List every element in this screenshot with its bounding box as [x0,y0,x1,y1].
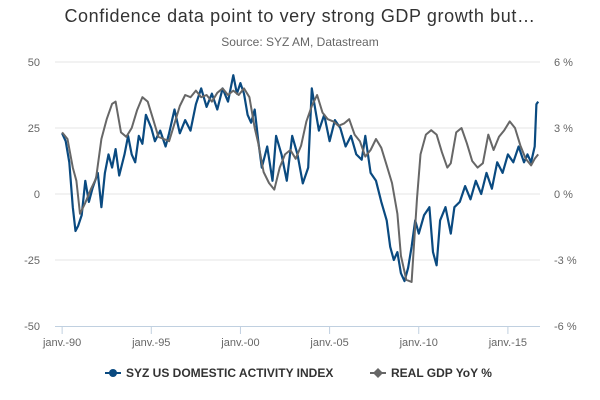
series-lines [61,74,540,283]
legend-diamond-marker [373,368,383,378]
series-line-activity-index [61,74,540,283]
y-left-tick-label: 50 [28,57,40,69]
x-tick-label: janv.-15 [488,337,527,349]
y-left-tick-label: -50 [24,321,40,333]
x-tick-label: janv.-10 [399,337,438,349]
x-tick-label: janv.-05 [309,337,348,349]
x-tick-label: janv.-00 [220,337,259,349]
y-right-tick-label: -6 % [554,321,577,333]
y-right-tick-label: 0 % [554,189,573,201]
y-right-tick-label: 6 % [554,57,573,69]
y-right-tick-label: 3 % [554,123,573,135]
legend-circle-marker [109,369,117,377]
chart-subtitle: Source: SYZ AM, Datastream [221,35,379,49]
y-left-tick-label: 25 [28,123,40,135]
x-tick-label: janv.-90 [42,337,81,349]
x-tick-label: janv.-95 [131,337,170,349]
gridlines [55,61,540,261]
chart-title: Confidence data point to very strong GDP… [64,6,536,26]
axes: -50 -25 0 25 50 -6 % -3 % 0 % 3 % 6 % janv.-90 janv… [24,57,577,349]
y-right-tick-label: -3 % [554,255,577,267]
legend-item[interactable]: REAL GDP YoY % [370,366,492,380]
legend-label: REAL GDP YoY % [391,366,492,380]
y-left-tick-label: -25 [24,255,40,267]
y-left-tick-label: 0 [34,189,40,201]
legend-item[interactable]: SYZ US DOMESTIC ACTIVITY INDEX [105,366,333,380]
series-line-real-gdp [61,87,539,283]
legend[interactable]: SYZ US DOMESTIC ACTIVITY INDEX REAL GDP Y… [105,366,492,380]
legend-label: SYZ US DOMESTIC ACTIVITY INDEX [126,366,333,380]
